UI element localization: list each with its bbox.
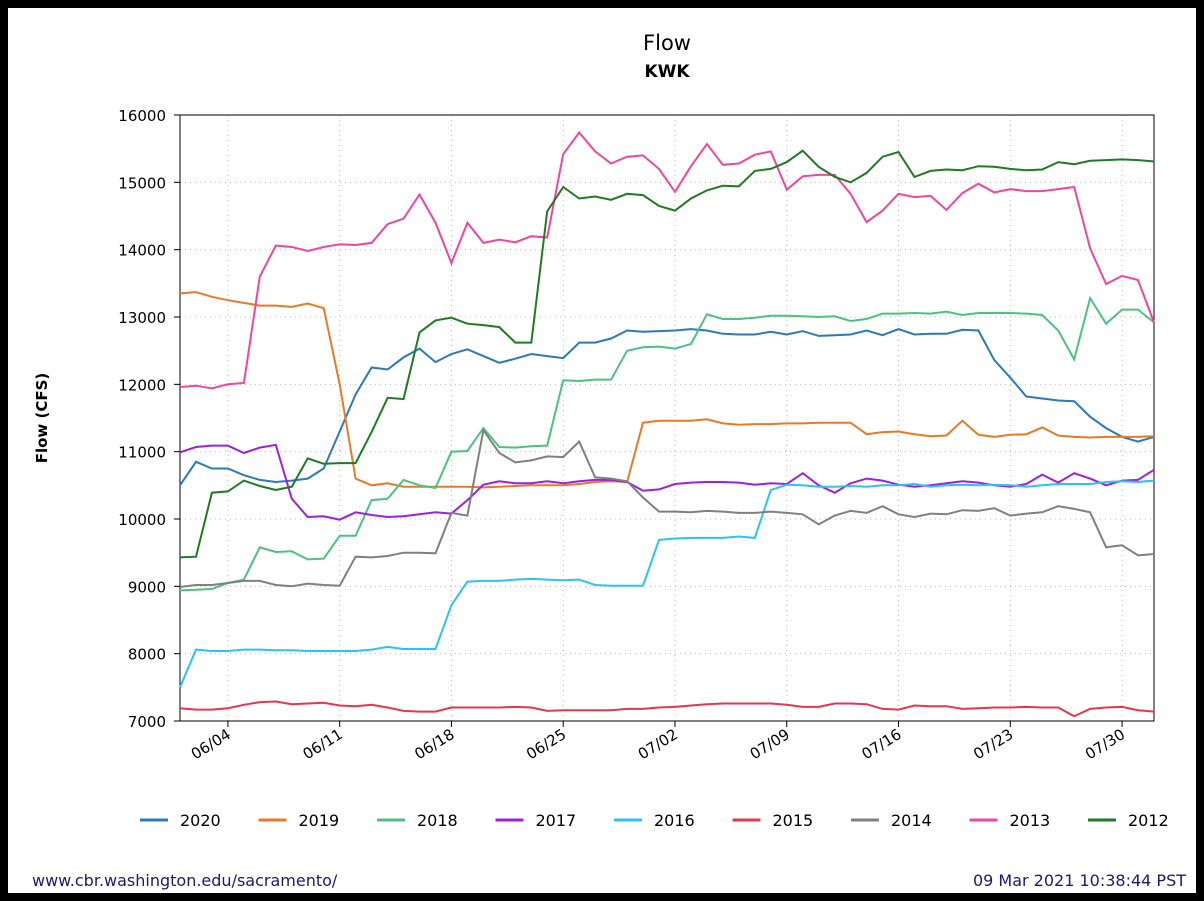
legend-label: 2018	[417, 811, 458, 830]
series-line	[179, 479, 1155, 688]
y-tick-label: 8000	[128, 646, 166, 664]
legend-label: 2020	[180, 811, 221, 830]
series-line	[179, 291, 1155, 489]
y-tick-label: 14000	[118, 242, 166, 260]
y-tick-label: 10000	[118, 511, 166, 529]
plot-area	[179, 114, 1155, 722]
legend-label: 2019	[299, 811, 340, 830]
legend-label: 2012	[1128, 811, 1169, 830]
legend-label: 2016	[654, 811, 695, 830]
series-line	[179, 295, 1155, 592]
source-note: www.cbr.washington.edu/sacramento/	[32, 871, 338, 890]
y-tick-label: 11000	[118, 444, 166, 462]
y-tick-label: 7000	[128, 713, 166, 731]
legend-label: 2013	[1010, 811, 1051, 830]
chart-title: Flow	[643, 31, 691, 55]
y-tick-label: 13000	[118, 309, 166, 327]
series-line	[179, 149, 1155, 559]
y-tick-label: 12000	[118, 376, 166, 394]
legend-label: 2015	[773, 811, 814, 830]
timestamp: 09 Mar 2021 10:38:44 PST	[973, 871, 1186, 890]
legend-label: 2017	[536, 811, 577, 830]
chart-subtitle: KWK	[644, 62, 690, 82]
y-axis-label: Flow (CFS)	[33, 373, 51, 464]
y-tick-label: 15000	[118, 174, 166, 192]
legend-label: 2014	[891, 811, 932, 830]
series-line	[179, 130, 1155, 390]
series-line	[179, 427, 1155, 588]
series-line	[179, 328, 1155, 486]
y-tick-label: 9000	[128, 578, 166, 596]
series-line	[179, 700, 1155, 718]
y-tick-label: 16000	[118, 107, 166, 125]
